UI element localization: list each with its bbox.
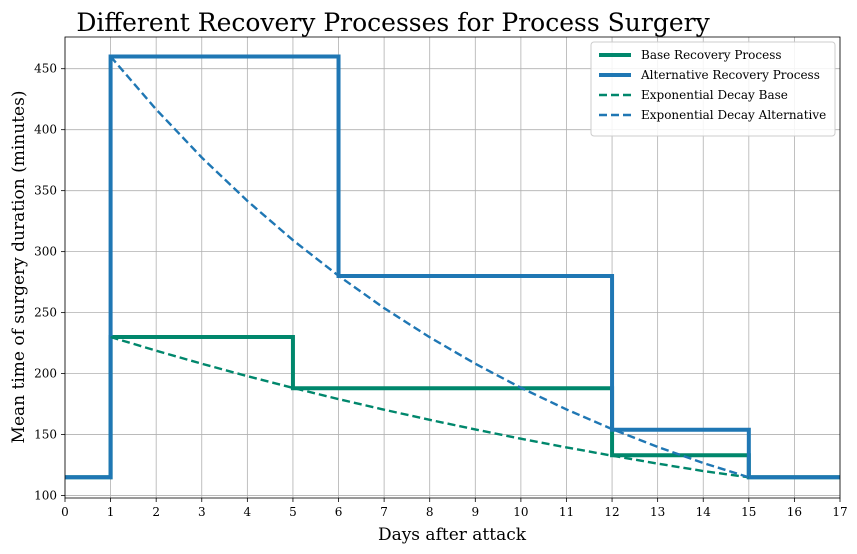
x-axis-label: Days after attack bbox=[378, 525, 527, 545]
x-tick-label: 16 bbox=[787, 505, 802, 519]
x-ticks: 0 1 2 3 4 5 6 7 8 9 10 11 12 13 14 15 16 17 bbox=[61, 498, 848, 519]
x-tick-label: 12 bbox=[604, 505, 619, 519]
plot-frame bbox=[64, 36, 841, 499]
x-tick-label: 15 bbox=[741, 505, 756, 519]
x-tick-label: 9 bbox=[471, 505, 479, 519]
y-tick-label: 450 bbox=[34, 62, 57, 76]
x-tick-label: 6 bbox=[335, 505, 343, 519]
y-tick-label: 150 bbox=[34, 428, 57, 442]
x-tick-label: 13 bbox=[650, 505, 665, 519]
x-tick-label: 5 bbox=[289, 505, 297, 519]
x-tick-label: 8 bbox=[426, 505, 434, 519]
y-tick-label: 400 bbox=[34, 123, 57, 137]
series-line-3 bbox=[109, 55, 750, 479]
legend-label: Exponential Decay Alternative bbox=[641, 108, 826, 122]
x-tick-label: 7 bbox=[380, 505, 388, 519]
x-tick-label: 10 bbox=[513, 505, 528, 519]
x-tick-label: 4 bbox=[244, 505, 252, 519]
legend: Base Recovery Process Alternative Recover… bbox=[590, 41, 836, 137]
y-tick-label: 300 bbox=[34, 245, 57, 259]
y-tick-label: 350 bbox=[34, 184, 57, 198]
legend-box bbox=[590, 41, 836, 137]
y-tick-label: 250 bbox=[34, 306, 57, 320]
x-tick-label: 11 bbox=[559, 505, 574, 519]
x-tick-label: 1 bbox=[107, 505, 115, 519]
y-tick-label: 200 bbox=[34, 367, 57, 381]
y-tick-label: 100 bbox=[34, 489, 57, 503]
series-line-1 bbox=[65, 54, 840, 480]
legend-label: Base Recovery Process bbox=[641, 48, 782, 62]
x-tick-label: 17 bbox=[832, 505, 847, 519]
legend-label: Alternative Recovery Process bbox=[640, 68, 820, 82]
x-tick-label: 2 bbox=[152, 505, 160, 519]
legend-label: Exponential Decay Base bbox=[641, 88, 788, 102]
chart-title: Different Recovery Processes for Process… bbox=[76, 8, 710, 37]
series-layer bbox=[65, 54, 840, 480]
y-ticks: 100 150 200 250 300 350 400 450 bbox=[34, 62, 65, 503]
x-tick-label: 3 bbox=[198, 505, 206, 519]
x-tick-label: 0 bbox=[61, 505, 69, 519]
series-line-2 bbox=[110, 335, 749, 479]
y-axis-label: Mean time of surgery duration (minutes) bbox=[9, 91, 29, 444]
x-tick-label: 14 bbox=[696, 505, 712, 519]
